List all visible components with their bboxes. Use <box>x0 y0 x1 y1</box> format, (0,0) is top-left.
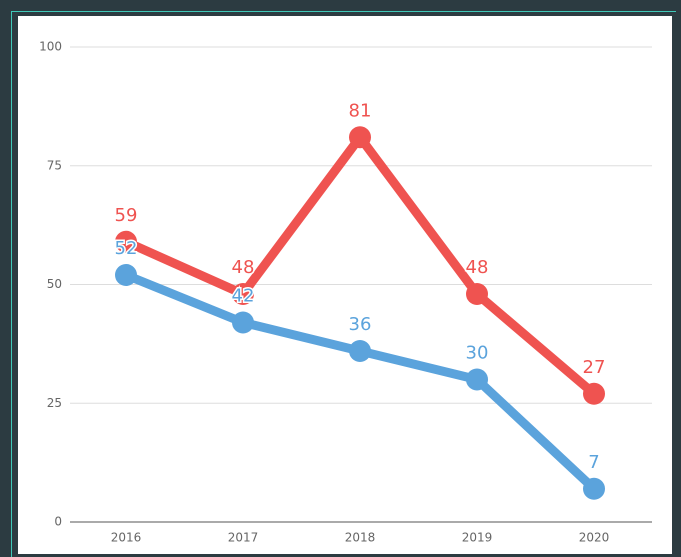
x-tick-label: 2019 <box>462 531 493 545</box>
data-label: 42 <box>232 286 255 307</box>
point <box>232 283 254 305</box>
data-label: 52 <box>115 238 138 259</box>
data-label: 81 <box>349 100 372 121</box>
point <box>349 126 371 149</box>
y-tick-label: 100 <box>39 40 62 54</box>
y-tick-label: 0 <box>54 515 62 529</box>
point <box>232 311 254 334</box>
point <box>115 230 137 253</box>
data-label: 48 <box>466 257 489 278</box>
point <box>115 264 137 286</box>
x-tick-label: 2020 <box>579 531 610 545</box>
x-tick-label: 2017 <box>228 531 259 545</box>
point <box>466 368 488 391</box>
point <box>466 283 488 305</box>
data-label: 48 <box>232 257 255 278</box>
frame <box>11 11 676 557</box>
point <box>583 382 605 405</box>
y-tick-label: 75 <box>47 158 62 172</box>
data-label: 27 <box>583 357 606 378</box>
chart: 0 25 50 75 100 2016 2017 2018 2019 2020 59 48 81 48 27… <box>18 16 672 554</box>
x-tick-label: 2016 <box>111 531 142 545</box>
y-tick-label: 50 <box>47 277 62 291</box>
y-tick-label: 25 <box>47 396 62 410</box>
data-label: 7 <box>588 452 599 473</box>
data-label: 30 <box>466 343 489 364</box>
x-tick-label: 2018 <box>345 531 376 545</box>
point <box>349 340 371 362</box>
data-label: 36 <box>349 314 372 335</box>
point <box>583 477 605 500</box>
data-label: 59 <box>115 205 138 226</box>
